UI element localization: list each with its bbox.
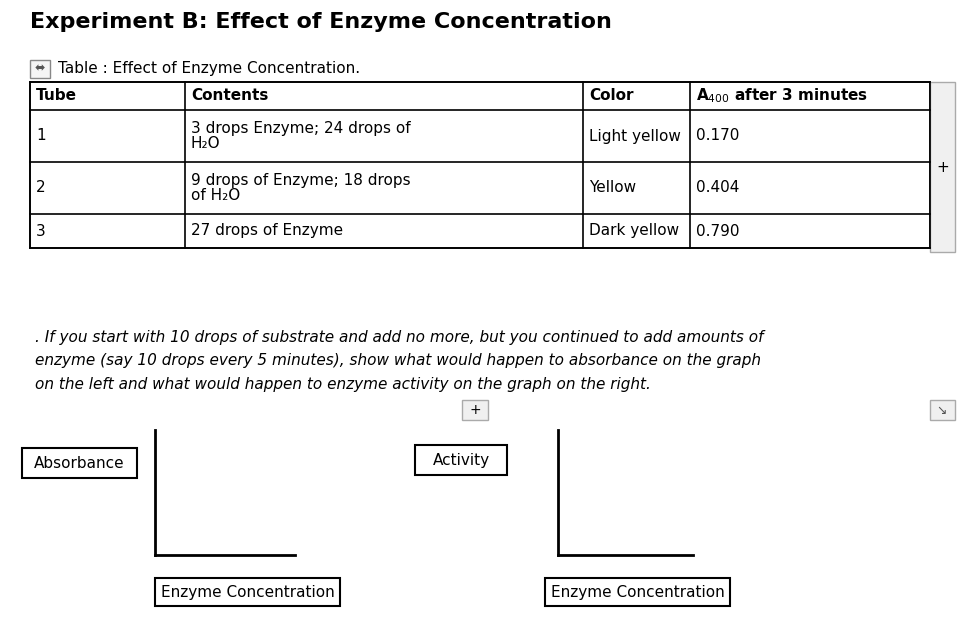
FancyBboxPatch shape xyxy=(30,82,930,248)
Text: ⬌: ⬌ xyxy=(35,62,45,75)
Text: Experiment B: Effect of Enzyme Concentration: Experiment B: Effect of Enzyme Concentra… xyxy=(30,12,612,32)
Text: Enzyme Concentration: Enzyme Concentration xyxy=(160,584,335,599)
Text: Table : Effect of Enzyme Concentration.: Table : Effect of Enzyme Concentration. xyxy=(58,62,360,77)
FancyBboxPatch shape xyxy=(415,445,507,475)
Text: . If you start with 10 drops of substrate and add no more, but you continued to : . If you start with 10 drops of substrat… xyxy=(35,330,763,392)
Text: A$_{400}$ after 3 minutes: A$_{400}$ after 3 minutes xyxy=(696,87,868,105)
Text: H₂O: H₂O xyxy=(191,136,221,152)
FancyBboxPatch shape xyxy=(462,400,488,420)
Text: Dark yellow: Dark yellow xyxy=(589,223,679,238)
Text: 2: 2 xyxy=(36,181,45,196)
Text: Absorbance: Absorbance xyxy=(34,455,124,470)
FancyBboxPatch shape xyxy=(155,578,340,606)
Text: 27 drops of Enzyme: 27 drops of Enzyme xyxy=(191,223,344,238)
Text: 3: 3 xyxy=(36,223,45,238)
Text: Tube: Tube xyxy=(36,89,77,104)
FancyBboxPatch shape xyxy=(545,578,730,606)
Text: Light yellow: Light yellow xyxy=(589,128,681,143)
Text: Contents: Contents xyxy=(191,89,268,104)
FancyBboxPatch shape xyxy=(930,400,955,420)
Text: +: + xyxy=(936,160,949,174)
Text: 1: 1 xyxy=(36,128,45,143)
FancyBboxPatch shape xyxy=(930,82,955,252)
Text: Enzyme Concentration: Enzyme Concentration xyxy=(551,584,725,599)
Text: 3 drops Enzyme; 24 drops of: 3 drops Enzyme; 24 drops of xyxy=(191,121,411,135)
Text: Yellow: Yellow xyxy=(589,181,636,196)
Text: Color: Color xyxy=(589,89,633,104)
Text: 0.790: 0.790 xyxy=(696,223,739,238)
FancyBboxPatch shape xyxy=(22,448,137,478)
Text: ↘: ↘ xyxy=(937,403,948,416)
Text: 0.170: 0.170 xyxy=(696,128,739,143)
Text: of H₂O: of H₂O xyxy=(191,189,240,204)
Text: Activity: Activity xyxy=(432,452,489,467)
Text: 9 drops of Enzyme; 18 drops: 9 drops of Enzyme; 18 drops xyxy=(191,172,411,187)
Text: +: + xyxy=(469,403,481,417)
Text: 0.404: 0.404 xyxy=(696,181,739,196)
FancyBboxPatch shape xyxy=(30,60,50,78)
